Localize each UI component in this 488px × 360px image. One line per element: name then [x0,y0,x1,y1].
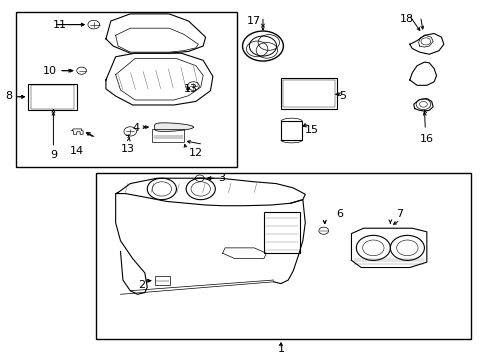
Bar [28,84,77,111]
Text: 1: 1 [277,344,284,354]
Text: 2: 2 [138,280,144,291]
Bar [152,129,183,143]
Text: 16: 16 [419,134,433,144]
Text: 10: 10 [43,66,57,76]
Bar [154,276,170,285]
Text: 9: 9 [50,150,57,159]
Text: 12: 12 [188,148,203,158]
Text: 5: 5 [339,91,346,101]
Text: 13: 13 [183,84,197,94]
Text: 4: 4 [133,123,140,133]
Text: 7: 7 [396,209,403,219]
Text: 18: 18 [400,14,414,24]
Text: 6: 6 [335,209,342,219]
Text: 15: 15 [305,125,319,135]
Text: 3: 3 [217,173,224,183]
Text: 8: 8 [5,91,12,101]
Bar [96,173,469,339]
Bar [16,12,237,167]
Bar [283,80,334,107]
Text: 13: 13 [121,144,135,154]
Text: 14: 14 [70,146,83,156]
Bar [281,121,302,140]
Polygon shape [154,123,193,131]
Text: 17: 17 [246,16,261,26]
Bar [281,78,336,109]
Bar [264,212,300,253]
Bar [30,85,74,109]
Text: 11: 11 [52,19,66,30]
